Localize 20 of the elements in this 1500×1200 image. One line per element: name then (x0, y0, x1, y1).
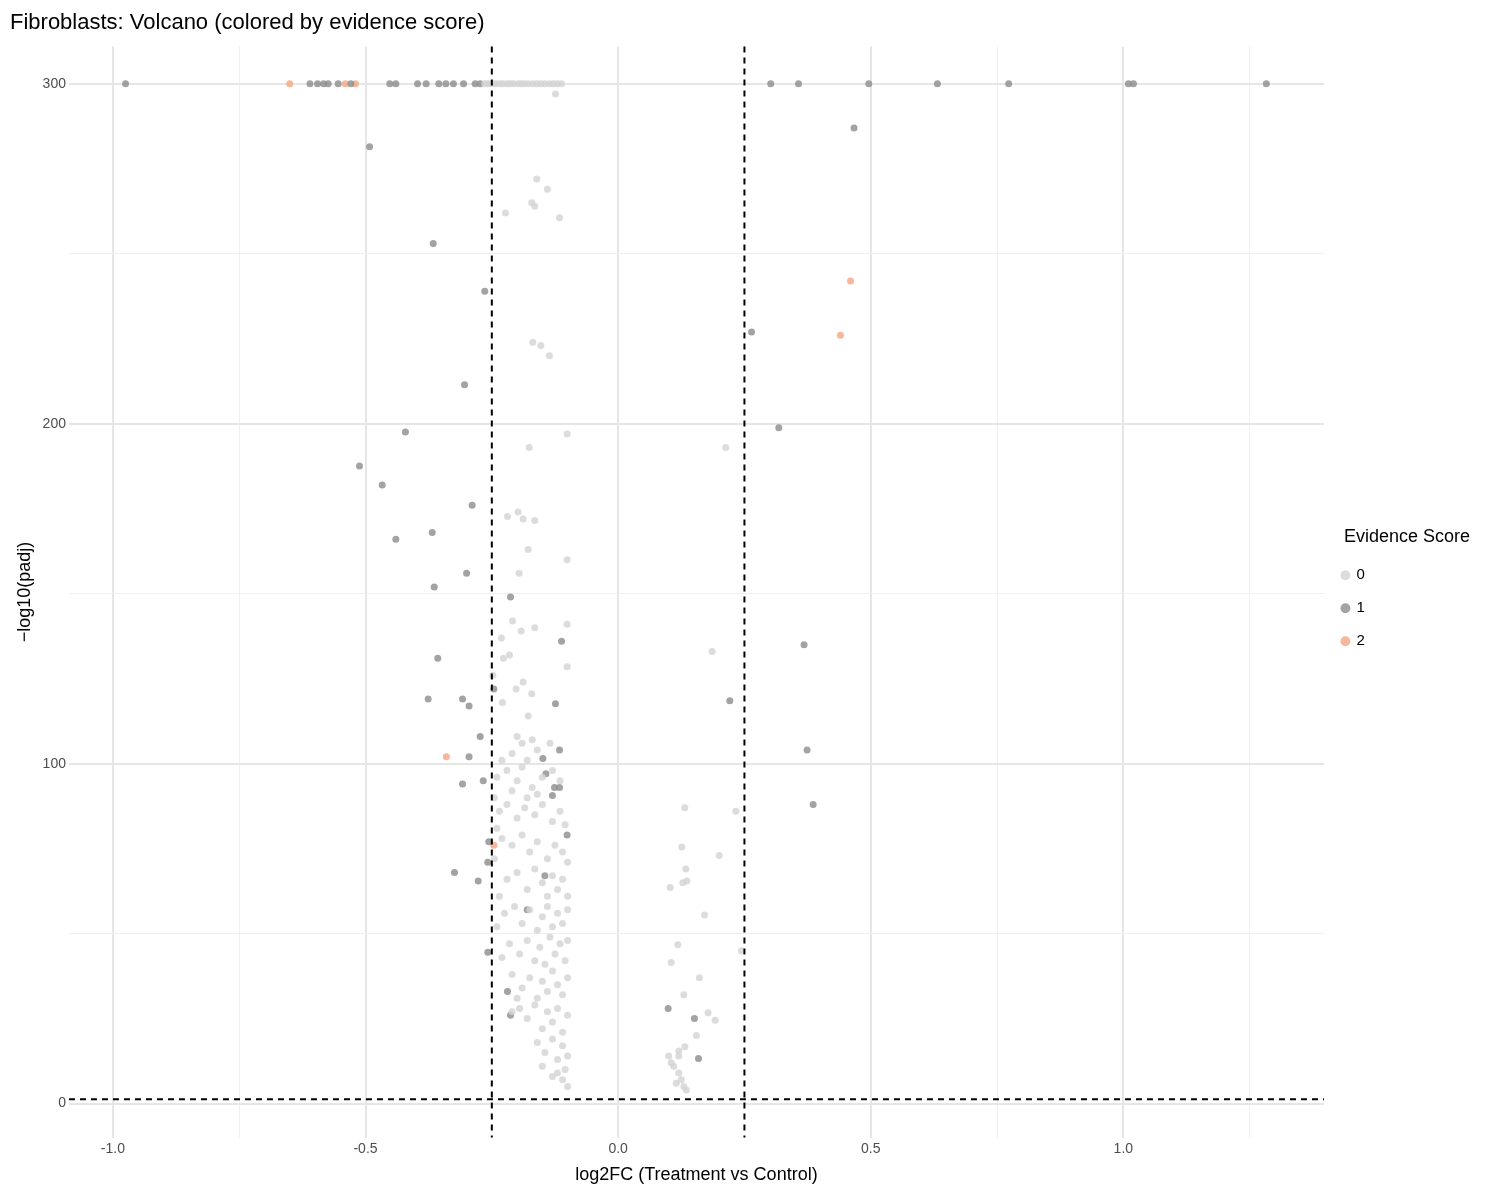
y-tick-label: 300 (42, 74, 67, 91)
point (286, 80, 294, 88)
x-tick-label: -1.0 (100, 1139, 126, 1156)
point (836, 331, 844, 339)
chart-title: Fibroblasts: Volcano (colored by evidence score) (10, 9, 485, 35)
legend-label: 1 (1356, 598, 1365, 616)
legend-label: 2 (1356, 631, 1365, 649)
x-tick-label: 0.0 (608, 1139, 629, 1156)
x-axis-title: log2FC (Treatment vs Control) (575, 1164, 818, 1185)
legend-label: 0 (1356, 565, 1365, 583)
legend-title: Evidence Score (1343, 526, 1470, 547)
x-tick-label: 1.0 (1113, 1139, 1134, 1156)
x-tick-label: 0.5 (861, 1139, 881, 1156)
y-axis-title: −log10(padj) (13, 541, 34, 643)
x-tick-label: -0.5 (353, 1139, 378, 1156)
y-tick-label: 0 (58, 1094, 67, 1111)
y-tick-label: 100 (42, 754, 67, 771)
point (847, 277, 855, 285)
y-tick-label: 200 (42, 414, 67, 431)
point (442, 753, 450, 761)
